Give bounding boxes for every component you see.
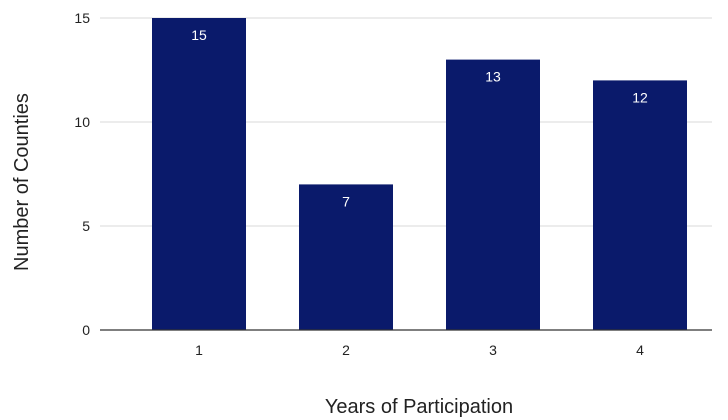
y-tick-label: 5: [82, 218, 90, 234]
data-label-4: 12: [632, 89, 648, 105]
x-axis-title: Years of Participation: [325, 396, 513, 418]
x-tick-label: 3: [489, 342, 497, 358]
y-tick-label: 0: [82, 322, 90, 338]
data-label-3: 13: [485, 69, 501, 85]
y-tick-label: 10: [74, 114, 90, 130]
bar-1: [152, 18, 246, 330]
x-tick-label: 4: [636, 342, 644, 358]
y-tick-labels: 0 5 10 15: [74, 10, 90, 338]
data-label-1: 15: [191, 27, 207, 43]
x-tick-label: 1: [195, 342, 203, 358]
y-axis-title: Number of Counties: [11, 93, 33, 271]
y-tick-label: 15: [74, 10, 90, 26]
bar-2: [299, 184, 393, 330]
data-label-2: 7: [342, 193, 350, 209]
data-labels: 15 7 13 12: [191, 27, 648, 209]
bar-4: [593, 80, 687, 331]
x-tick-labels: 1 2 3 4: [195, 342, 644, 358]
bar-3: [446, 59, 540, 330]
bars: [152, 18, 687, 331]
x-tick-label: 2: [342, 342, 350, 358]
